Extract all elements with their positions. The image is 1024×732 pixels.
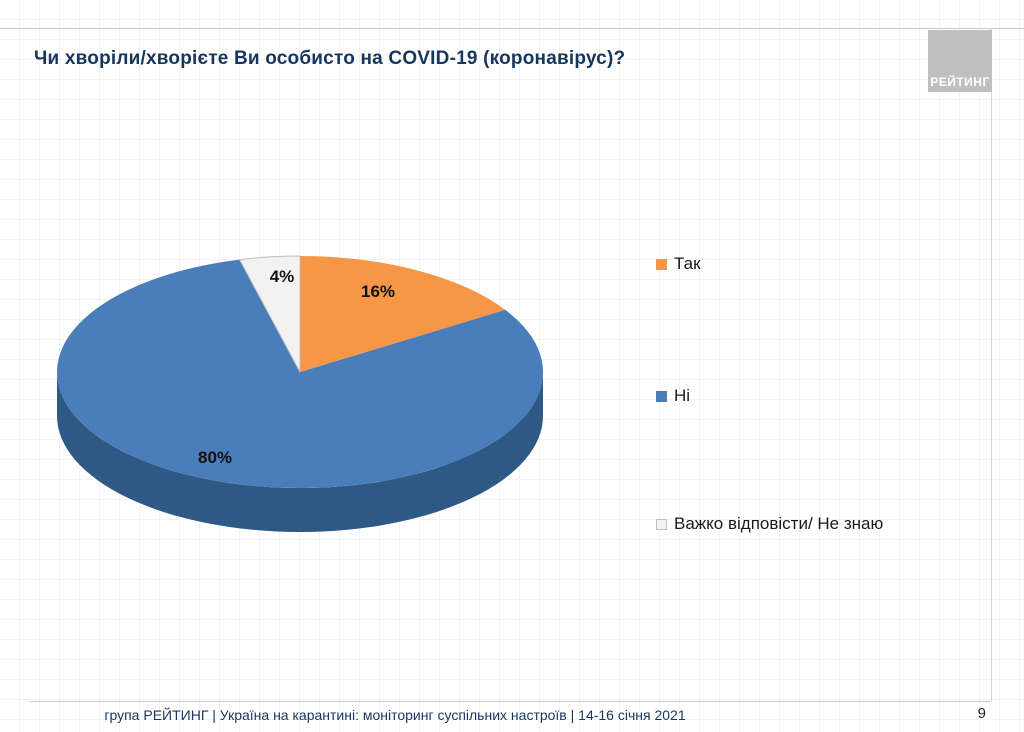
value-label-undecided: 4% xyxy=(269,267,295,286)
legend-swatch-yes-icon xyxy=(656,258,667,270)
legend-item-no: Ні xyxy=(656,386,690,406)
right-margin-line xyxy=(991,28,992,702)
page-title: Чи хворіли/хворієте Ви особисто на COVID… xyxy=(34,48,626,69)
value-label-no: 80% xyxy=(197,448,233,467)
footer-text: група РЕЙТИНГ | Україна на карантині: мо… xyxy=(104,707,686,723)
legend-item-yes: Так xyxy=(656,254,701,274)
value-label-yes: 16% xyxy=(360,282,396,301)
legend-label-yes: Так xyxy=(674,254,701,273)
logo: РЕЙТИНГ xyxy=(928,30,992,92)
legend-swatch-undecided-icon xyxy=(656,518,667,530)
legend-label-no: Ні xyxy=(674,386,691,405)
pie-side-rim xyxy=(57,372,543,532)
legend-swatch-no-icon xyxy=(656,390,667,402)
pie-slice-no xyxy=(57,259,544,488)
legend-item-undecided: Важко відповісти/ Не знаю xyxy=(656,514,883,534)
header-divider xyxy=(0,28,1024,29)
page-number: 9 xyxy=(977,705,986,722)
pie-slice-yes xyxy=(300,255,506,372)
logo-text: РЕЙТИНГ xyxy=(930,75,990,89)
legend-label-undecided: Важко відповісти/ Не знаю xyxy=(674,514,884,533)
pie-slice-undecided xyxy=(238,255,301,373)
footer-divider xyxy=(30,701,990,702)
